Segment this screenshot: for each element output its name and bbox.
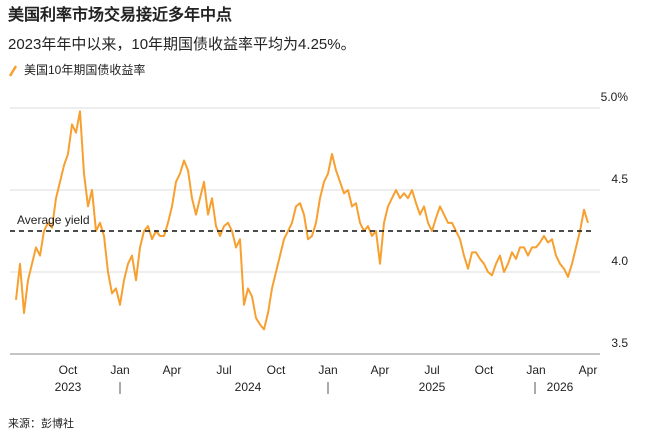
x-tick-label: Oct [59, 363, 78, 377]
x-tick-label: Apr [371, 363, 390, 377]
legend-swatch [8, 65, 18, 77]
x-tick-label: Jan [110, 363, 129, 377]
source: 来源：彭博社 [8, 416, 74, 430]
y-tick-label: 3.5 [611, 336, 628, 350]
legend-label: 美国10年期国债收益率 [24, 62, 145, 77]
year-label: 2023 [55, 380, 82, 394]
year-label: 2026 [547, 380, 574, 394]
series-line [15, 110, 589, 331]
year-label: 2025 [419, 380, 446, 394]
x-tick-label: Jan [318, 363, 337, 377]
x-tick-label: Apr [579, 363, 598, 377]
chart-title: 美国利率市场交易接近多年中点 [8, 5, 232, 24]
y-tick-label: 4.5 [611, 172, 628, 186]
year-label: 2024 [235, 380, 262, 394]
annotation: Average yield [17, 213, 90, 227]
y-tick-label: 5.0% [601, 90, 629, 104]
x-tick-label: Jan [526, 363, 545, 377]
x-tick-label: Jul [216, 363, 231, 377]
x-tick-label: Oct [475, 363, 494, 377]
x-tick-label: Apr [163, 363, 182, 377]
x-tick-label: Oct [267, 363, 286, 377]
x-tick-label: Jul [424, 363, 439, 377]
chart-subtitle: 2023年年中以来，10年期国债收益率平均为4.25%。 [8, 36, 356, 53]
y-tick-label: 4.0 [611, 254, 628, 268]
